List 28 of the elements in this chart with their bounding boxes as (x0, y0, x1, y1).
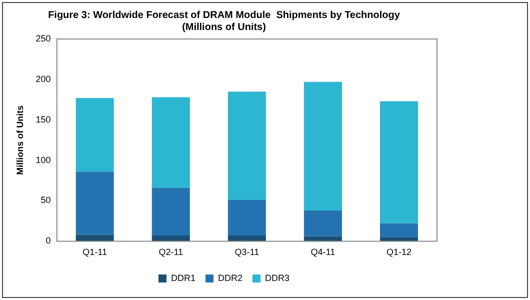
bar (152, 97, 190, 188)
x-tick-label: Q4-11 (310, 247, 336, 258)
bar (76, 98, 114, 172)
y-tick-label: 150 (36, 114, 51, 124)
bar (228, 200, 266, 236)
bar (380, 101, 418, 224)
text: Figure 3: Worldwide Forecast of DRAM Module Shipments by Technology (48, 10, 400, 21)
x-tick-label: Q2-11 (158, 247, 184, 258)
y-tick-label: 250 (36, 33, 51, 44)
y-tick-label: 100 (36, 154, 51, 165)
y-tick-label: 200 (36, 74, 51, 84)
bar (228, 92, 266, 200)
text: (Millions of Units) (182, 22, 266, 33)
x-tick-label: Q1-11 (82, 247, 108, 258)
x-tick-label: Q3-11 (234, 247, 260, 258)
y-tick-label: 50 (40, 195, 51, 206)
bar (304, 210, 342, 236)
y-axis-title: Millions of Units (14, 105, 25, 175)
bar (76, 172, 114, 235)
y-tick-label: 0 (46, 236, 51, 246)
bar (76, 234, 114, 242)
bar (380, 223, 418, 238)
bar (304, 82, 342, 210)
x-tick-label: Q1-12 (386, 247, 412, 258)
legend-label: DDR2 (218, 272, 243, 283)
legend-label: DDR1 (170, 272, 196, 283)
legend-label: DDR3 (265, 272, 290, 283)
bar (152, 188, 190, 236)
